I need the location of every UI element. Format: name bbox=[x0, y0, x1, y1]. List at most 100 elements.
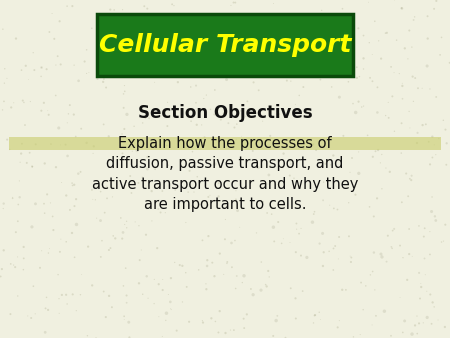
Point bbox=[222, 217, 229, 222]
Point bbox=[370, 214, 378, 219]
Point bbox=[242, 114, 249, 119]
Point bbox=[320, 198, 327, 203]
Text: Cellular Transport: Cellular Transport bbox=[99, 33, 351, 57]
Point bbox=[244, 99, 251, 104]
Point bbox=[356, 74, 363, 79]
Point bbox=[203, 63, 210, 68]
Point bbox=[369, 154, 376, 160]
Point bbox=[158, 72, 165, 77]
Point bbox=[135, 180, 142, 186]
Point bbox=[348, 155, 356, 161]
Point bbox=[225, 23, 232, 28]
Point bbox=[279, 202, 287, 208]
Point bbox=[290, 175, 297, 181]
Point bbox=[423, 315, 431, 320]
Point bbox=[58, 180, 65, 185]
Point bbox=[31, 67, 38, 73]
Point bbox=[419, 122, 426, 128]
Point bbox=[311, 209, 318, 214]
Point bbox=[54, 272, 62, 277]
Point bbox=[289, 19, 296, 25]
Point bbox=[224, 259, 231, 265]
Point bbox=[99, 238, 106, 243]
Point bbox=[340, 133, 347, 139]
Point bbox=[355, 171, 362, 176]
Point bbox=[426, 229, 433, 234]
Point bbox=[369, 78, 376, 84]
Point bbox=[355, 149, 362, 154]
Point bbox=[204, 258, 211, 263]
Point bbox=[54, 53, 61, 59]
Point bbox=[157, 57, 164, 62]
Point bbox=[176, 135, 183, 140]
Point bbox=[389, 94, 396, 99]
Point bbox=[63, 120, 71, 125]
Point bbox=[153, 245, 161, 251]
Point bbox=[162, 52, 169, 57]
Point bbox=[232, 188, 239, 193]
Point bbox=[405, 194, 412, 199]
Point bbox=[23, 160, 31, 166]
Point bbox=[8, 105, 15, 110]
Point bbox=[81, 59, 88, 64]
Point bbox=[213, 27, 220, 33]
Point bbox=[0, 248, 7, 253]
Point bbox=[186, 168, 193, 173]
Point bbox=[258, 259, 265, 265]
Point bbox=[92, 197, 99, 202]
Point bbox=[422, 122, 429, 127]
Point bbox=[123, 225, 130, 231]
Point bbox=[41, 211, 48, 216]
Point bbox=[259, 146, 266, 151]
Point bbox=[409, 331, 416, 337]
Point bbox=[446, 60, 450, 66]
Point bbox=[157, 210, 164, 215]
Point bbox=[381, 309, 388, 314]
Point bbox=[326, 202, 333, 208]
Point bbox=[105, 134, 112, 139]
Point bbox=[399, 96, 406, 101]
Point bbox=[169, 2, 176, 7]
Point bbox=[135, 223, 143, 228]
Point bbox=[310, 142, 317, 147]
Point bbox=[111, 7, 118, 13]
Point bbox=[300, 146, 307, 151]
Point bbox=[139, 120, 146, 126]
Point bbox=[385, 100, 392, 105]
Point bbox=[396, 71, 403, 76]
Point bbox=[431, 214, 438, 219]
Point bbox=[75, 171, 82, 176]
Point bbox=[97, 189, 104, 194]
Point bbox=[360, 66, 367, 72]
Point bbox=[398, 121, 405, 126]
Point bbox=[257, 287, 265, 293]
Point bbox=[139, 292, 146, 297]
Point bbox=[235, 14, 242, 19]
Point bbox=[100, 289, 107, 294]
Point bbox=[20, 100, 27, 105]
Point bbox=[369, 52, 376, 57]
Point bbox=[0, 266, 5, 272]
Point bbox=[57, 62, 64, 67]
Point bbox=[391, 226, 398, 232]
Point bbox=[349, 101, 356, 106]
Point bbox=[108, 305, 116, 310]
Point bbox=[250, 292, 257, 297]
Point bbox=[138, 65, 145, 71]
Point bbox=[220, 272, 227, 277]
Point bbox=[162, 318, 169, 323]
Point bbox=[129, 149, 136, 154]
Point bbox=[382, 113, 389, 118]
Point bbox=[62, 142, 69, 147]
Point bbox=[355, 26, 362, 31]
Point bbox=[406, 125, 414, 131]
Point bbox=[135, 281, 143, 286]
Point bbox=[128, 190, 135, 196]
Point bbox=[25, 77, 32, 82]
Point bbox=[77, 169, 84, 174]
Text: Explain how the processes of: Explain how the processes of bbox=[118, 136, 332, 151]
Point bbox=[107, 245, 114, 251]
Point bbox=[399, 83, 406, 89]
Point bbox=[375, 38, 382, 44]
Point bbox=[45, 112, 52, 118]
